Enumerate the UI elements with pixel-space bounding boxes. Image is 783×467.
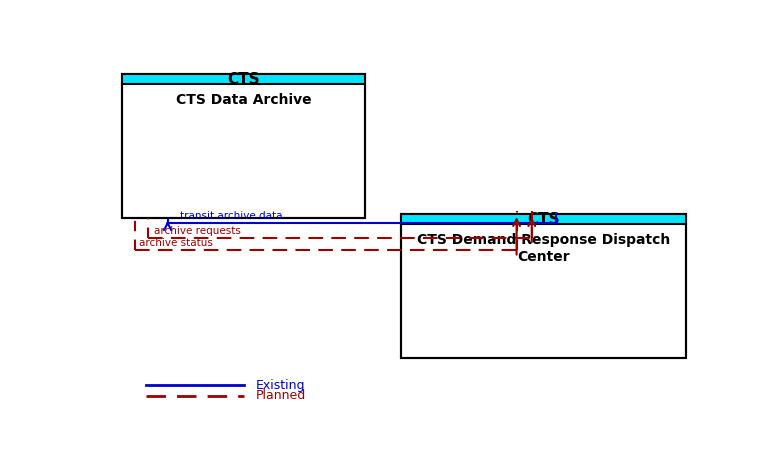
Bar — [402, 214, 687, 224]
Text: CTS: CTS — [528, 212, 560, 227]
Text: Planned: Planned — [256, 389, 306, 403]
Text: CTS Demand Response Dispatch
Center: CTS Demand Response Dispatch Center — [417, 234, 670, 263]
Text: CTS: CTS — [227, 71, 260, 86]
Bar — [122, 74, 365, 218]
Bar — [402, 214, 687, 358]
Text: Existing: Existing — [256, 379, 305, 391]
Text: archive status: archive status — [139, 239, 212, 248]
Text: CTS Data Archive: CTS Data Archive — [175, 93, 312, 107]
Bar — [122, 74, 365, 218]
Text: transit archive data: transit archive data — [180, 212, 283, 221]
Bar — [122, 74, 365, 84]
Bar — [402, 214, 687, 358]
Text: archive requests: archive requests — [153, 226, 240, 236]
